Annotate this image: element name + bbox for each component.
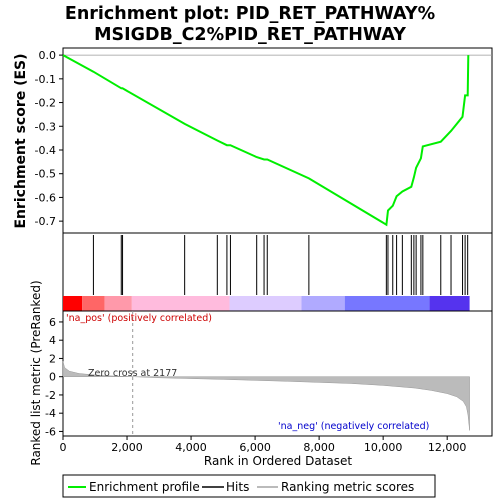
rank-color-segment [63,296,83,311]
metric-ytick-label: 0 [49,371,56,384]
x-tick-label: 10,000 [364,441,403,454]
chart-title-line1: Enrichment plot: PID_RET_PATHWAY% [65,4,435,24]
rank-color-segment [429,296,470,311]
chart-title-line2: MSIGDB_C2%PID_RET_PATHWAY [94,25,406,45]
es-ytick-label: -0.2 [35,97,56,110]
metric-ytick-label: 2 [49,352,56,365]
es-ylabel: Enrichment score (ES) [13,53,29,228]
rank-color-segment [82,296,105,311]
legend-es-label: Enrichment profile [89,480,200,494]
rank-color-segment [301,296,345,311]
es-ytick-label: -0.3 [35,120,56,133]
x-tick-label: 4,000 [175,441,207,454]
x-tick-label: 12,000 [428,441,467,454]
es-ytick-label: -0.5 [35,168,56,181]
zero-cross-label: Zero cross at 2177 [88,368,177,379]
es-ytick-label: -0.1 [35,73,56,86]
rank-color-segment [344,296,430,311]
es-ytick-label: -0.6 [35,191,56,204]
x-tick-label: 6,000 [239,441,271,454]
enrichment-profile-line [62,54,470,227]
rank-color-segment [229,296,302,311]
rank-color-segment [104,296,132,311]
neg-label: 'na_neg' (negatively correlated) [278,421,429,432]
es-ytick-label: -0.7 [35,215,56,228]
pos-label: 'na_pos' (positively correlated) [66,313,212,324]
es-panel: 0.0 -0.1 -0.2 -0.3 -0.4 -0.5 -0.6 -0.7 Enrichme… [13,47,493,234]
legend-frame [62,474,436,498]
metric-ytick-label: 6 [49,316,56,329]
x-axis-label: Rank in Ordered Dataset [204,454,352,468]
legend-hits-label: Hits [226,480,249,494]
es-panel-frame [62,47,493,234]
metric-ylabel: Ranked list metric (PreRanked) [29,280,43,465]
es-ytick-label: -0.4 [35,144,56,157]
hits-panel [62,232,493,312]
metric-ytick-label: -4 [45,407,56,420]
rank-color-segment [131,296,230,311]
metric-panel-frame [62,310,493,437]
metric-ytick-label: -2 [45,389,56,402]
x-tick-label: 2,000 [111,441,143,454]
ranking-metric-area [62,361,470,431]
x-tick-label: 0 [60,441,67,454]
metric-ytick-label: 4 [49,334,56,347]
legend: Enrichment profile Hits Ranking metric s… [62,474,436,498]
es-ytick-label: 0.0 [39,49,57,62]
metric-panel: 6 4 2 0 -2 -4 -6 'na_pos' (positively correlat… [29,280,493,466]
legend-metric-label: Ranking metric scores [281,480,414,494]
metric-ytick-label: -6 [45,425,56,438]
x-tick-label: 8,000 [303,441,335,454]
